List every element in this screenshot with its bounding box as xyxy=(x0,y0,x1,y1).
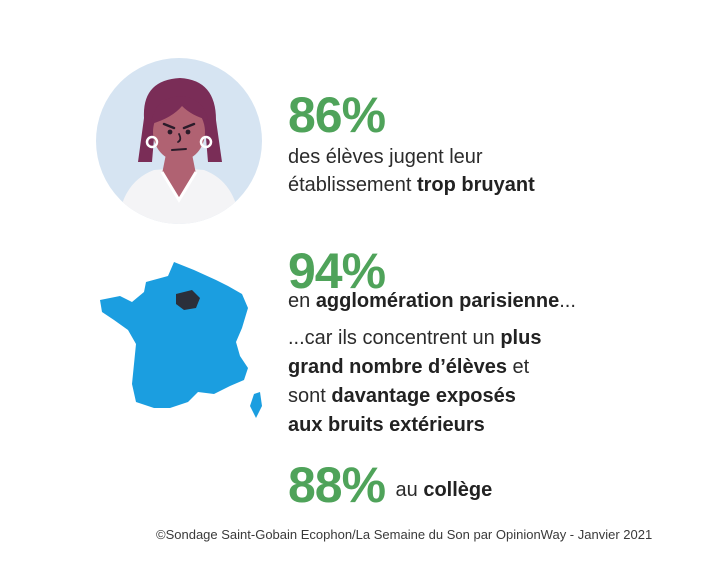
student-avatar-icon xyxy=(96,58,262,224)
explanation-line2: grand nombre d’élèves et xyxy=(288,356,530,378)
explanation-text: ...car ils concentrent un plus grand nom… xyxy=(288,324,688,440)
stat-94-description: en agglomération parisienne... xyxy=(288,290,576,312)
stat-88-row: 88% au collège xyxy=(288,460,492,510)
stat-86-line1: des élèves jugent leur xyxy=(288,146,483,168)
stat-86-value: 86% xyxy=(288,87,386,143)
france-map-icon xyxy=(98,256,266,424)
stat-86-emphasis: trop bruyant xyxy=(416,174,535,196)
stat-86-line2: établissement trop bruyant xyxy=(288,174,535,196)
explanation-line4: aux bruits extérieurs xyxy=(288,414,485,436)
explanation-line3: sont davantage exposés xyxy=(288,385,516,407)
stat-86-description: des élèves jugent leur établissement tro… xyxy=(288,143,648,199)
explanation-line1: ...car ils concentrent un plus xyxy=(288,327,542,349)
stat-88-value: 88% xyxy=(288,457,386,513)
source-footnote: ©Sondage Saint-Gobain Ecophon/La Semaine… xyxy=(156,527,653,542)
stat-88-description: au collège xyxy=(395,479,493,501)
stat-88-emphasis: collège xyxy=(423,479,493,501)
stat-94-value: 94% xyxy=(288,243,386,299)
stat-94-emphasis: agglomération parisienne xyxy=(315,290,560,312)
